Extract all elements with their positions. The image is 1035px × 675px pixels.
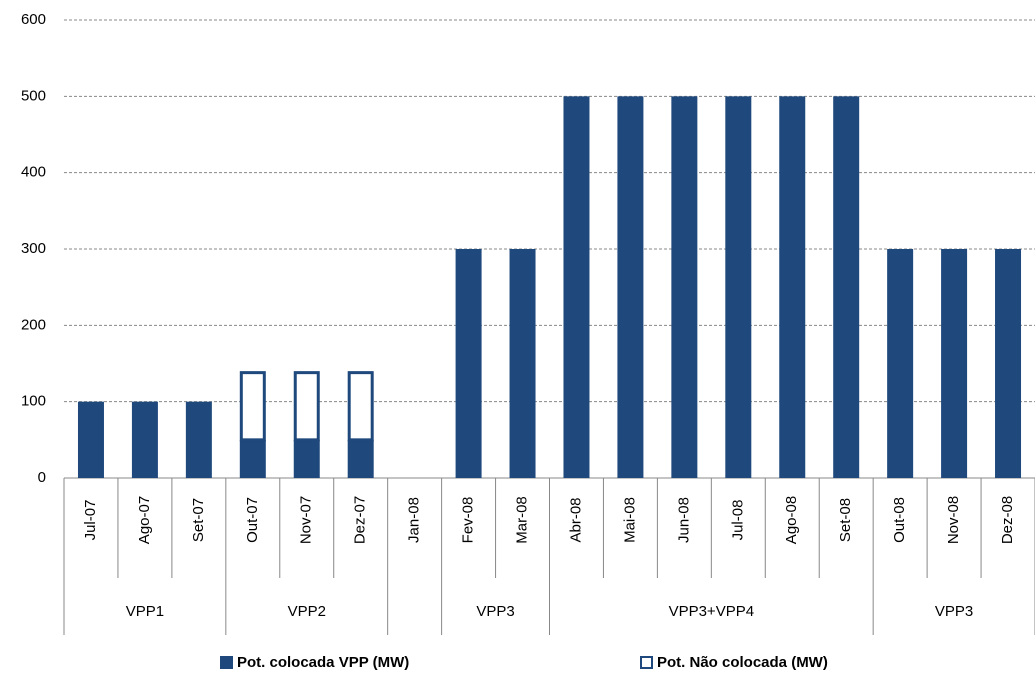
y-tick-label: 200 — [21, 316, 46, 333]
bar — [239, 371, 266, 442]
bar — [941, 249, 968, 478]
bar — [131, 401, 158, 478]
bar — [779, 96, 806, 478]
legend-swatch — [220, 656, 233, 669]
group-label: VPP3 — [476, 603, 514, 620]
group-label: VPP1 — [126, 603, 164, 620]
y-tick-label: 400 — [21, 164, 46, 181]
y-tick-label: 100 — [21, 393, 46, 410]
x-tick-label: Jun-08 — [675, 497, 692, 543]
bar — [887, 249, 914, 478]
group-label: VPP3+VPP4 — [669, 603, 754, 620]
x-tick-label: Nov-08 — [945, 496, 962, 544]
bar — [77, 401, 104, 478]
x-tick-label: Dez-07 — [352, 496, 369, 544]
bar — [509, 249, 536, 478]
bar — [833, 96, 860, 478]
bar — [671, 96, 698, 478]
legend-text: Pot. colocada VPP (MW) — [237, 654, 409, 671]
bar — [239, 439, 266, 478]
x-tick-label: Set-07 — [190, 498, 207, 542]
x-tick-label: Out-07 — [244, 497, 261, 543]
group-label: VPP3 — [935, 603, 973, 620]
x-tick-label: Mai-08 — [621, 497, 638, 543]
bar — [563, 96, 590, 478]
y-tick-label: 500 — [21, 87, 46, 104]
bar — [617, 96, 644, 478]
y-tick-label: 300 — [21, 240, 46, 257]
y-tick-label: 600 — [21, 11, 46, 28]
x-tick-label: Abr-08 — [567, 497, 584, 542]
x-tick-label: Ago-08 — [783, 496, 800, 544]
legend-text: Pot. Não colocada (MW) — [657, 654, 828, 671]
bar — [995, 249, 1022, 478]
x-tick-label: Jul-07 — [82, 500, 99, 541]
x-tick-label: Nov-07 — [298, 496, 315, 544]
group-label: VPP2 — [288, 603, 326, 620]
bar — [293, 439, 320, 478]
bar — [293, 371, 320, 442]
x-tick-label: Out-08 — [891, 497, 908, 543]
x-tick-label: Fev-08 — [460, 497, 477, 544]
x-tick-label: Jul-08 — [729, 500, 746, 541]
x-tick-label: Dez-08 — [999, 496, 1016, 544]
y-tick-label: 0 — [38, 469, 46, 486]
legend-swatch — [640, 656, 653, 669]
bar — [725, 96, 752, 478]
x-tick-label: Set-08 — [837, 498, 854, 542]
x-tick-label: Jan-08 — [406, 497, 423, 543]
x-tick-label: Ago-07 — [136, 496, 153, 544]
x-tick-label: Mar-08 — [513, 496, 530, 544]
bar — [347, 439, 374, 478]
bar — [455, 249, 482, 478]
bar — [347, 371, 374, 442]
bar — [185, 401, 212, 478]
